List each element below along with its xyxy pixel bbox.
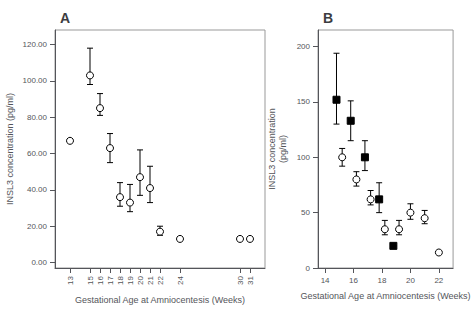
svg-text:13: 13 <box>66 275 75 284</box>
svg-text:20.00: 20.00 <box>27 222 48 231</box>
svg-text:16: 16 <box>96 275 105 284</box>
svg-text:Gestational Age at Amniocentes: Gestational Age at Amniocentesis (Weeks) <box>75 295 245 305</box>
svg-text:INSL3 concentration: INSL3 concentration <box>267 108 277 190</box>
svg-text:24: 24 <box>176 275 185 284</box>
svg-text:(pg/ml): (pg/ml) <box>278 135 288 163</box>
svg-text:31: 31 <box>246 275 255 284</box>
svg-text:16: 16 <box>349 276 358 285</box>
svg-text:80.00: 80.00 <box>27 113 48 122</box>
svg-text:17: 17 <box>106 275 115 284</box>
svg-text:30: 30 <box>236 275 245 284</box>
svg-text:120.00: 120.00 <box>23 40 48 49</box>
svg-text:21: 21 <box>146 275 155 284</box>
svg-text:60.00: 60.00 <box>27 149 48 158</box>
svg-text:100: 100 <box>297 153 311 162</box>
svg-text:18: 18 <box>378 276 387 285</box>
svg-text:15: 15 <box>86 275 95 284</box>
svg-text:40.00: 40.00 <box>27 185 48 194</box>
svg-text:18: 18 <box>116 275 125 284</box>
svg-text:B: B <box>323 10 333 26</box>
svg-text:100.00: 100.00 <box>23 76 48 85</box>
svg-text:20: 20 <box>136 275 145 284</box>
svg-text:INSL3 concentration (pg/ml): INSL3 concentration (pg/ml) <box>5 93 15 205</box>
svg-text:A: A <box>60 10 70 26</box>
svg-text:50: 50 <box>301 208 310 217</box>
svg-text:150: 150 <box>297 97 311 106</box>
svg-text:0: 0 <box>306 264 311 273</box>
svg-text:20: 20 <box>406 276 415 285</box>
svg-text:0.00: 0.00 <box>31 258 47 267</box>
svg-text:22: 22 <box>156 275 165 284</box>
svg-text:19: 19 <box>126 275 135 284</box>
svg-text:Gestational Age at Amniocentes: Gestational Age at Amniocentesis (Weeks) <box>301 291 471 301</box>
svg-text:22: 22 <box>434 276 443 285</box>
svg-text:14: 14 <box>321 276 330 285</box>
svg-text:200: 200 <box>297 42 311 51</box>
